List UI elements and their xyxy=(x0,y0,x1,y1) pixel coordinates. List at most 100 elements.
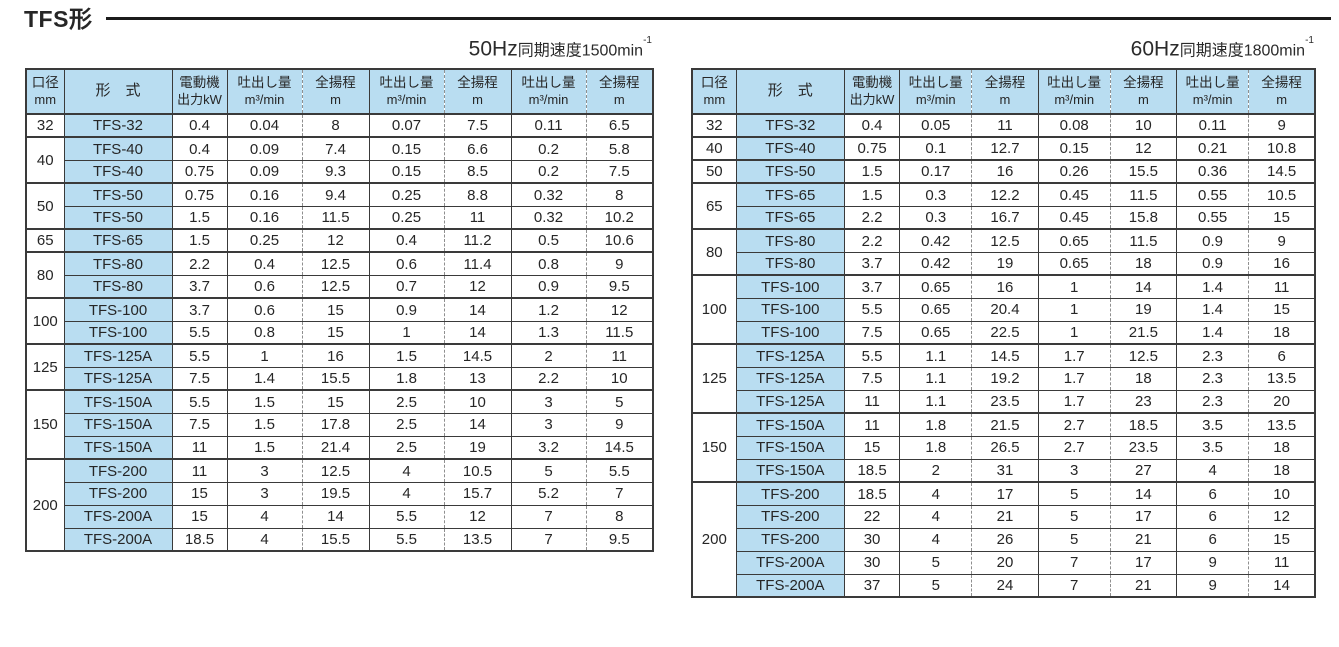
total-head-cell: 7.5 xyxy=(585,159,654,184)
total-head-cell: 19 xyxy=(971,251,1039,276)
total-head-cell: 21.5 xyxy=(1109,320,1178,345)
table-row: TFS-100 7.5 0.65 22.5 1 21.5 1.4 18 xyxy=(692,320,1316,345)
total-head-cell: 14.5 xyxy=(585,435,654,460)
discharge-cell: 7 xyxy=(510,527,587,552)
total-head-cell: 10.8 xyxy=(1248,136,1316,161)
total-head-cell: 23 xyxy=(1109,389,1178,414)
motor-output-cell: 7.5 xyxy=(843,320,901,345)
total-head-cell: 15.5 xyxy=(301,366,370,391)
total-head-cell: 12.2 xyxy=(971,182,1039,207)
discharge-cell: 0.25 xyxy=(226,228,303,253)
discharge-cell: 0.08 xyxy=(1037,113,1111,138)
discharge-cell: 0.5 xyxy=(510,228,587,253)
total-head-cell: 10 xyxy=(1248,481,1316,506)
total-head-cell: 8.8 xyxy=(443,182,512,207)
model-cell: TFS-200 xyxy=(735,481,845,506)
discharge-cell: 1.7 xyxy=(1037,343,1111,368)
discharge-cell: 0.17 xyxy=(899,159,973,184)
table-row: 200 TFS-200 11 3 12.5 4 10.5 5 5.5 xyxy=(25,458,654,552)
table-row: TFS-200 22 4 21 5 17 6 12 xyxy=(692,504,1316,529)
total-head-cell: 21.4 xyxy=(301,435,370,460)
discharge-cell: 1.5 xyxy=(368,343,445,368)
title-rule xyxy=(106,16,1331,20)
total-head-cell: 10 xyxy=(443,389,512,414)
table-row: TFS-40 0.75 0.09 9.3 0.15 8.5 0.2 7.5 xyxy=(26,159,654,184)
total-head-cell: 18 xyxy=(1109,366,1178,391)
col-header-head-2: 全揚程 m xyxy=(1109,68,1178,115)
discharge-cell: 9 xyxy=(1175,550,1250,575)
total-head-cell: 10.5 xyxy=(1248,182,1316,207)
total-head-cell: 14 xyxy=(301,504,370,529)
model-cell: TFS-150A xyxy=(735,458,845,483)
table-row: 65 TFS-65 1.5 0.3 12.2 0.45 11.5 0.55 10.5 xyxy=(691,182,1316,230)
col-header-head-1: 全揚程 m xyxy=(971,68,1039,115)
model-cell: TFS-40 xyxy=(63,159,173,184)
total-head-cell: 21.5 xyxy=(971,412,1039,437)
total-head-cell: 20 xyxy=(1248,389,1316,414)
total-head-cell: 15 xyxy=(301,389,370,414)
total-head-cell: 15.5 xyxy=(301,527,370,552)
total-head-cell: 18 xyxy=(1248,435,1316,460)
discharge-cell: 1.8 xyxy=(899,412,973,437)
motor-output-cell: 7.5 xyxy=(843,366,901,391)
discharge-cell: 0.65 xyxy=(1037,228,1111,253)
discharge-cell: 0.55 xyxy=(1175,205,1250,230)
total-head-cell: 5 xyxy=(585,389,654,414)
discharge-cell: 4 xyxy=(368,458,445,483)
total-head-cell: 14.5 xyxy=(971,343,1039,368)
discharge-cell: 0.15 xyxy=(368,159,445,184)
table-row: TFS-200A 30 5 20 7 17 9 11 xyxy=(692,550,1316,575)
discharge-cell: 1.7 xyxy=(1037,366,1111,391)
total-head-cell: 12.5 xyxy=(1109,343,1178,368)
model-cell: TFS-65 xyxy=(63,228,173,253)
discharge-cell: 0.3 xyxy=(899,182,973,207)
motor-output-cell: 30 xyxy=(843,550,901,575)
col-header-diameter: 口径 mm xyxy=(25,68,65,115)
discharge-cell: 1.3 xyxy=(510,320,587,345)
table-row: TFS-200 15 3 19.5 4 15.7 5.2 7 xyxy=(26,481,654,506)
total-head-cell: 14 xyxy=(1109,274,1178,299)
total-head-cell: 11.2 xyxy=(443,228,512,253)
motor-output-cell: 15 xyxy=(171,504,228,529)
table-row: 50 TFS-50 0.75 0.16 9.4 0.25 8.8 0.32 8 xyxy=(25,182,654,230)
discharge-cell: 1.4 xyxy=(1175,274,1250,299)
motor-output-cell: 0.4 xyxy=(843,113,901,138)
discharge-cell: 0.16 xyxy=(226,182,303,207)
motor-output-cell: 15 xyxy=(171,481,228,506)
discharge-cell: 0.45 xyxy=(1037,205,1111,230)
total-head-cell: 18 xyxy=(1109,251,1178,276)
total-head-cell: 13.5 xyxy=(1248,412,1316,437)
spec-table-60hz: 口径 mm 形 式 電動機 出力kW 吐出し量 m³/min 全揚程 m 吐出し量 m³/… xyxy=(691,68,1316,599)
total-head-cell: 8 xyxy=(301,113,370,138)
total-head-cell: 12 xyxy=(443,274,512,299)
total-head-cell: 11.5 xyxy=(1109,228,1178,253)
total-head-cell: 5.8 xyxy=(585,136,654,161)
discharge-cell: 0.05 xyxy=(899,113,973,138)
total-head-cell: 23.5 xyxy=(971,389,1039,414)
total-head-cell: 9 xyxy=(1248,113,1316,138)
total-head-cell: 12.5 xyxy=(301,251,370,276)
col-header-discharge-3: 吐出し量 m³/min xyxy=(1175,68,1250,115)
table-row: TFS-80 3.7 0.6 12.5 0.7 12 0.9 9.5 xyxy=(26,274,654,299)
section-60hz: 60Hz同期速度1800min-1 口径 mm 形 式 電動機 出力kW 吐出し量 m… xyxy=(691,33,1316,599)
col-header-model: 形 式 xyxy=(63,68,173,115)
discharge-cell: 0.65 xyxy=(1037,251,1111,276)
col-header-discharge-1: 吐出し量 m³/min xyxy=(899,68,973,115)
discharge-cell: 0.1 xyxy=(899,136,973,161)
motor-output-cell: 3.7 xyxy=(843,251,901,276)
discharge-cell: 1.5 xyxy=(226,389,303,414)
table-row: 40 TFS-40 0.4 0.09 7.4 0.15 6.6 0.2 5.8 xyxy=(25,136,654,184)
discharge-cell: 0.9 xyxy=(510,274,587,299)
discharge-cell: 3 xyxy=(226,458,303,483)
total-head-cell: 15.5 xyxy=(1109,159,1178,184)
col-header-head-3: 全揚程 m xyxy=(585,68,654,115)
discharge-cell: 5.5 xyxy=(368,527,445,552)
header-row: 口径 mm 形 式 電動機 出力kW 吐出し量 m³/min 全揚程 m 吐出し量 m³/… xyxy=(691,68,1316,115)
model-cell: TFS-100 xyxy=(735,297,845,322)
model-cell: TFS-40 xyxy=(63,136,173,161)
caption-frequency: 50Hz xyxy=(468,37,518,61)
motor-output-cell: 3.7 xyxy=(171,297,228,322)
motor-output-cell: 7.5 xyxy=(171,366,228,391)
model-cell: TFS-65 xyxy=(735,205,845,230)
discharge-cell: 0.09 xyxy=(226,159,303,184)
